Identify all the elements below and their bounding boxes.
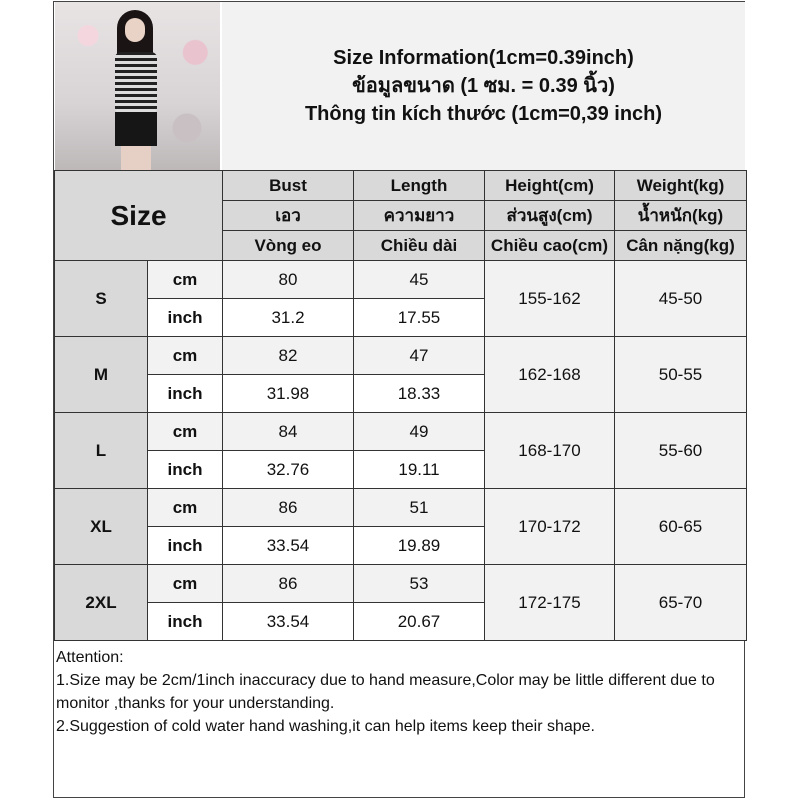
length-cm: 47 [353, 336, 485, 375]
height-range: 162-168 [484, 336, 615, 413]
unit-cm: cm [147, 412, 223, 451]
table-row-inch: inch 33.54 19.89 [55, 526, 747, 565]
bust-inch: 33.54 [222, 526, 354, 565]
size-label: S [54, 260, 148, 337]
length-cm: 53 [353, 564, 485, 603]
table-row-inch: inch 31.98 18.33 [55, 374, 747, 413]
bust-cm: 86 [222, 488, 354, 527]
unit-cm: cm [147, 488, 223, 527]
bust-inch: 33.54 [222, 602, 354, 641]
unit-inch: inch [147, 526, 223, 565]
table-row-inch: inch 32.76 19.11 [55, 450, 747, 489]
height-range: 168-170 [484, 412, 615, 489]
length-inch: 18.33 [353, 374, 485, 413]
size-label: M [54, 336, 148, 413]
header-weight-th: น้ำหนัก(kg) [614, 200, 747, 231]
weight-range: 55-60 [614, 412, 747, 489]
weight-range: 50-55 [614, 336, 747, 413]
table-row-cm: 2XL cm 86 53 172-175 65-70 [54, 564, 747, 641]
bust-inch: 32.76 [222, 450, 354, 489]
bust-cm: 82 [222, 336, 354, 375]
bust-cm: 86 [222, 564, 354, 603]
header-bust-en: Bust [222, 170, 354, 201]
header-height-en: Height(cm) [484, 170, 615, 201]
length-inch: 19.89 [353, 526, 485, 565]
header-weight-en: Weight(kg) [614, 170, 747, 201]
header-weight-vi: Cân nặng(kg) [614, 230, 747, 261]
length-inch: 17.55 [353, 298, 485, 337]
size-table: Size Bust Length Height(cm) Weight(kg) เ… [54, 170, 747, 641]
header-height-vi: Chiều cao(cm) [484, 230, 615, 261]
title-en: Size Information(1cm=0.39inch) [333, 47, 634, 69]
size-info-title: Size Information(1cm=0.39inch) ข้อมูลขนา… [222, 2, 745, 170]
bust-cm: 80 [222, 260, 354, 299]
header-length-vi: Chiều dài [353, 230, 485, 261]
length-cm: 45 [353, 260, 485, 299]
header-length-th: ความยาว [353, 200, 485, 231]
size-header: Size [54, 170, 223, 261]
unit-inch: inch [147, 298, 223, 337]
size-label: L [54, 412, 148, 489]
unit-inch: inch [147, 450, 223, 489]
bust-inch: 31.98 [222, 374, 354, 413]
length-inch: 19.11 [353, 450, 485, 489]
header-bust-vi: Vòng eo [222, 230, 354, 261]
weight-range: 60-65 [614, 488, 747, 565]
title-th: ข้อมูลขนาด (1 ซม. = 0.39 นิ้ว) [352, 75, 615, 97]
length-cm: 51 [353, 488, 485, 527]
size-label: 2XL [54, 564, 148, 641]
length-inch: 20.67 [353, 602, 485, 641]
table-row-inch: inch 33.54 20.67 [55, 602, 747, 641]
title-vi: Thông tin kích thước (1cm=0,39 inch) [304, 103, 663, 125]
note-2: 2.Suggestion of cold water hand washing,… [56, 718, 595, 735]
unit-inch: inch [147, 374, 223, 413]
size-label: XL [54, 488, 148, 565]
weight-range: 65-70 [614, 564, 747, 641]
note-1: 1.Size may be 2cm/1inch inaccuracy due t… [56, 672, 715, 712]
attention-notes: Attention: 1.Size may be 2cm/1inch inacc… [56, 646, 744, 738]
bust-cm: 84 [222, 412, 354, 451]
unit-cm: cm [147, 260, 223, 299]
height-range: 155-162 [484, 260, 615, 337]
bust-inch: 31.2 [222, 298, 354, 337]
header-length-en: Length [353, 170, 485, 201]
height-range: 170-172 [484, 488, 615, 565]
height-range: 172-175 [484, 564, 615, 641]
product-photo [55, 2, 220, 170]
unit-inch: inch [147, 602, 223, 641]
length-cm: 49 [353, 412, 485, 451]
header-height-th: ส่วนสูง(cm) [484, 200, 615, 231]
header-bust-th: เอว [222, 200, 354, 231]
weight-range: 45-50 [614, 260, 747, 337]
table-row-cm: XL cm 86 51 170-172 60-65 [54, 488, 747, 565]
unit-cm: cm [147, 336, 223, 375]
unit-cm: cm [147, 564, 223, 603]
notes-heading: Attention: [56, 649, 124, 666]
